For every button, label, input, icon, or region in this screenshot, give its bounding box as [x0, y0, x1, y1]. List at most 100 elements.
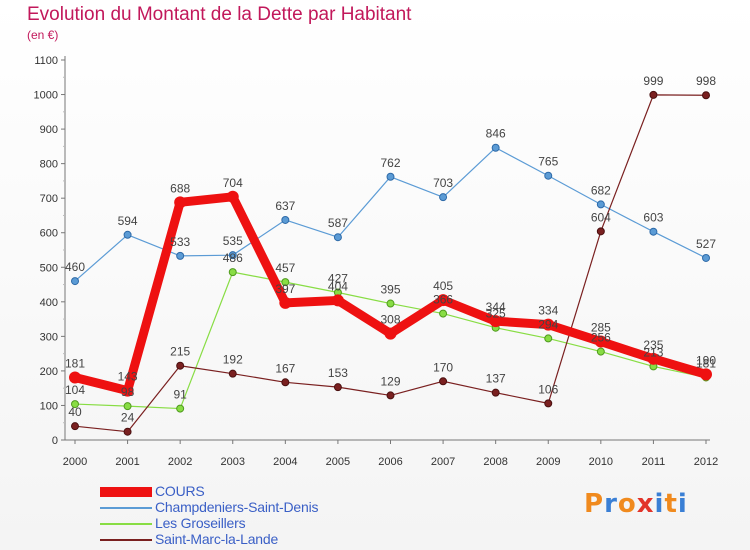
data-point: [228, 268, 237, 277]
data-label: 91: [173, 388, 187, 402]
data-label: 457: [275, 261, 295, 275]
legend-label: Champdeniers-Saint-Denis: [155, 499, 319, 515]
data-point: [649, 227, 658, 236]
data-point: [491, 143, 500, 152]
legend-swatch: [100, 539, 152, 541]
data-label: 344: [486, 300, 506, 314]
data-point: [333, 383, 342, 392]
data-point: [174, 196, 187, 209]
y-tick-label: 100: [40, 400, 58, 412]
data-point: [331, 294, 344, 307]
labels-cours: 181 143 688 704 397 404 308 405 344 334 285 235 190: [65, 176, 716, 384]
data-label: 846: [486, 127, 506, 141]
data-point: [123, 402, 132, 411]
data-label: 325: [486, 307, 506, 321]
logo-letter: P: [584, 489, 605, 519]
data-label: 40: [68, 405, 82, 419]
chart-unit-label: (en €): [27, 28, 59, 42]
data-label: 181: [65, 356, 85, 370]
data-point: [384, 327, 397, 340]
data-label: 765: [538, 155, 558, 169]
data-point: [386, 299, 395, 308]
data-label: 366: [433, 293, 453, 307]
data-label: 167: [275, 361, 295, 375]
data-label: 24: [121, 411, 135, 425]
y-tick-label: 600: [40, 228, 58, 240]
data-label: 998: [696, 74, 716, 88]
data-label: 256: [591, 331, 611, 345]
logo-letter: t: [664, 489, 678, 519]
data-point: [226, 190, 239, 203]
data-label: 533: [170, 235, 190, 249]
data-point: [121, 384, 134, 397]
proxiti-logo: Proxiti: [584, 489, 688, 519]
data-point: [333, 233, 342, 242]
data-label: 308: [380, 313, 400, 327]
data-label: 603: [643, 211, 663, 225]
data-point: [176, 251, 185, 260]
data-point: [700, 368, 712, 381]
data-point: [544, 334, 553, 343]
x-tick-label: 2003: [221, 456, 245, 468]
data-point: [542, 318, 555, 331]
data-label: 215: [170, 345, 190, 359]
data-label: 170: [433, 360, 453, 374]
x-tick-label: 2011: [642, 456, 666, 468]
data-label: 427: [328, 271, 348, 285]
data-label: 594: [118, 214, 138, 228]
data-label: 637: [275, 199, 295, 213]
y-tick-label: 1100: [34, 55, 58, 67]
chart-axes: 0 100 200 300 400 500 600 700 800 900 1000 1100 2000…: [34, 55, 719, 468]
data-label: 703: [433, 176, 453, 190]
data-point: [228, 369, 237, 378]
data-point: [439, 377, 448, 386]
data-point: [123, 427, 132, 436]
data-label: 294: [538, 317, 558, 331]
x-tick-label: 2001: [115, 456, 139, 468]
data-label: 535: [223, 234, 243, 248]
logo-letter: o: [617, 489, 637, 519]
logo-letter: r: [604, 489, 618, 519]
data-label: 527: [696, 237, 716, 251]
data-point: [596, 200, 605, 209]
data-label: 604: [591, 210, 611, 224]
logo-letter: i: [677, 489, 688, 519]
y-tick-label: 1000: [34, 90, 58, 102]
logo-letter: i: [654, 489, 665, 519]
chart-title: Evolution du Montant de la Dette par Hab…: [27, 4, 412, 25]
legend-swatch: [100, 507, 152, 509]
series-layer: [69, 90, 712, 436]
data-point: [702, 91, 710, 100]
data-label: 181: [696, 356, 716, 370]
x-tick-label: 2010: [589, 456, 613, 468]
y-tick-label: 200: [40, 366, 58, 378]
y-tick-label: 300: [40, 331, 58, 343]
legend-label: Les Groseillers: [155, 515, 246, 531]
data-label: 460: [65, 260, 85, 274]
data-point: [176, 361, 185, 370]
data-point: [71, 277, 79, 286]
series-champdeniers: [71, 143, 710, 286]
x-tick-label: 2004: [273, 456, 297, 468]
data-point: [386, 391, 395, 400]
series-cours: [69, 190, 712, 397]
data-label: 192: [223, 353, 243, 367]
data-label: 143: [118, 370, 138, 384]
data-point: [69, 371, 81, 384]
data-label: 587: [328, 216, 348, 230]
data-label: 104: [65, 383, 85, 397]
data-label: 405: [433, 279, 453, 293]
data-point: [439, 309, 448, 318]
data-point: [544, 171, 553, 180]
data-point: [702, 253, 710, 262]
labels-groseillers: 104 98 91 486 457 427 395 366 325 294 256 213 181: [65, 251, 716, 401]
data-point: [437, 294, 450, 307]
x-tick-label: 2012: [694, 456, 718, 468]
data-label: 285: [591, 321, 611, 335]
data-label: 704: [223, 176, 243, 190]
data-point: [176, 404, 185, 413]
y-tick-label: 700: [40, 193, 58, 205]
